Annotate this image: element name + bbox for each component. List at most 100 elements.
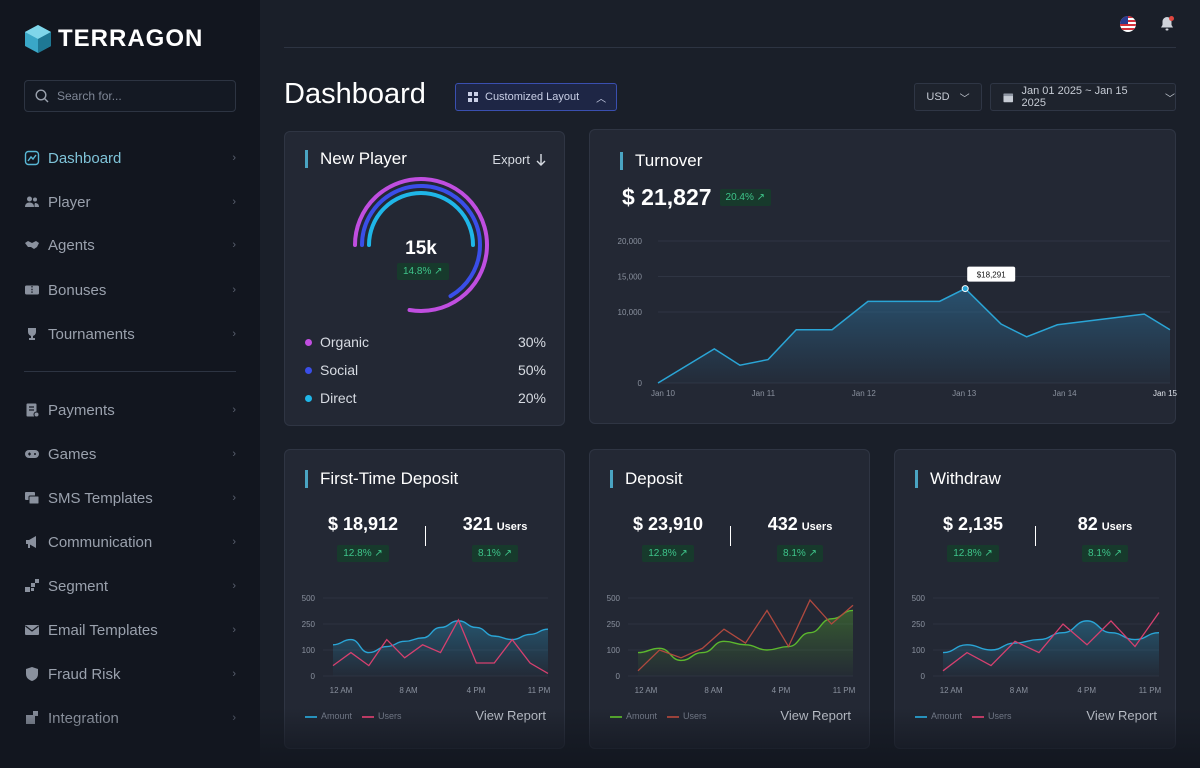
legend-value: 20% bbox=[517, 390, 546, 406]
ftd-amount-stat: $ 18,912 12.8% ↗ bbox=[308, 514, 418, 562]
ticket-icon bbox=[24, 282, 40, 298]
amount-area bbox=[333, 620, 548, 676]
sidebar-item-label: Fraud Risk bbox=[48, 665, 121, 683]
sidebar-item-communication[interactable]: Communication › bbox=[24, 530, 236, 554]
chart-legend: Amount Users bbox=[610, 711, 707, 721]
notification-bell-icon[interactable] bbox=[1158, 15, 1176, 33]
deposit-amount-change: 12.8% ↗ bbox=[642, 545, 694, 562]
us-flag-icon[interactable] bbox=[1120, 16, 1136, 32]
chevron-right-icon: › bbox=[232, 404, 236, 416]
card-title: First-Time Deposit bbox=[305, 470, 458, 488]
y-tick-label: 0 bbox=[616, 672, 621, 681]
chart-legend: Amount Users bbox=[915, 711, 1012, 721]
sidebar-item-dashboard[interactable]: Dashboard › bbox=[24, 146, 236, 170]
chevron-right-icon: › bbox=[232, 284, 236, 296]
sidebar-item-agents[interactable]: Agents › bbox=[24, 233, 236, 257]
view-report-link[interactable]: View Report bbox=[475, 708, 546, 723]
ftd-users-stat: 321 Users 8.1% ↗ bbox=[440, 514, 550, 562]
withdraw-users-stat: 82 Users 8.1% ↗ bbox=[1050, 514, 1160, 562]
legend-organic: Organic 30% bbox=[305, 334, 546, 350]
sidebar-item-fraud-risk[interactable]: Fraud Risk › bbox=[24, 662, 236, 686]
chevron-right-icon: › bbox=[232, 492, 236, 504]
y-tick-label: 100 bbox=[607, 646, 621, 655]
view-report-link[interactable]: View Report bbox=[1086, 708, 1157, 723]
sidebar-item-label: Dashboard bbox=[48, 149, 122, 167]
x-tick-label: Jan 10 bbox=[651, 389, 676, 398]
x-tick-label: Jan 14 bbox=[1053, 389, 1078, 398]
legend-value: 50% bbox=[517, 362, 546, 378]
y-tick-label: 10,000 bbox=[618, 308, 643, 317]
sidebar-item-player[interactable]: Player › bbox=[24, 190, 236, 214]
sidebar-item-tournaments[interactable]: Tournaments › bbox=[24, 322, 236, 346]
turnover-card: Turnover $ 21,827 20.4% ↗ 0 10,000 15,000 2… bbox=[589, 129, 1177, 424]
withdraw-users-change: 8.1% ↗ bbox=[1082, 545, 1128, 562]
handshake-icon bbox=[24, 237, 40, 253]
sidebar-item-bonuses[interactable]: Bonuses › bbox=[24, 278, 236, 302]
chevron-right-icon: › bbox=[232, 536, 236, 548]
sidebar: TERRAGON Dashboard › Player › Agents › B… bbox=[0, 0, 260, 768]
chart-icon bbox=[24, 150, 40, 166]
search-input[interactable] bbox=[57, 89, 217, 103]
gamepad-icon bbox=[24, 446, 40, 462]
currency-select[interactable]: USD ﹀ bbox=[914, 83, 982, 111]
card-title: Deposit bbox=[610, 470, 683, 488]
export-button[interactable]: Export bbox=[492, 152, 546, 167]
turnover-peak-point bbox=[961, 285, 969, 293]
legend-users: Users bbox=[972, 711, 1012, 721]
deposit-card: Deposit $ 23,910 12.8% ↗ 432 Users 8.1% ↗… bbox=[589, 449, 870, 749]
chevron-right-icon: › bbox=[232, 624, 236, 636]
x-tick-label: 4 PM bbox=[1077, 686, 1096, 695]
grid-icon bbox=[468, 92, 478, 102]
x-tick-label: 12 AM bbox=[940, 686, 963, 695]
view-report-link[interactable]: View Report bbox=[780, 708, 851, 723]
sidebar-item-label: Integration bbox=[48, 709, 119, 727]
y-tick-label: 100 bbox=[912, 646, 926, 655]
currency-value: USD bbox=[926, 91, 950, 103]
stat-separator bbox=[730, 526, 731, 546]
sidebar-item-segment[interactable]: Segment › bbox=[24, 574, 236, 598]
legend-direct: Direct 20% bbox=[305, 390, 546, 406]
sidebar-item-integration[interactable]: Integration › bbox=[24, 706, 236, 730]
legend-dot bbox=[305, 366, 312, 374]
date-range-picker[interactable]: Jan 01 2025 ~ Jan 15 2025 ﹀ bbox=[990, 83, 1176, 111]
legend-amount: Amount bbox=[305, 711, 352, 721]
amount-area bbox=[943, 620, 1159, 676]
card-title: Withdraw bbox=[915, 470, 1001, 488]
sidebar-item-sms-templates[interactable]: SMS Templates › bbox=[24, 486, 236, 510]
legend-value: 30% bbox=[517, 334, 546, 350]
y-tick-label: 20,000 bbox=[618, 237, 643, 246]
stat-separator bbox=[425, 526, 426, 546]
chevron-up-icon: ︿ bbox=[596, 93, 607, 105]
legend-label: Direct bbox=[320, 390, 357, 406]
export-label: Export bbox=[492, 152, 530, 167]
legend-users: Users bbox=[667, 711, 707, 721]
chevron-right-icon: › bbox=[232, 668, 236, 680]
sidebar-item-email-templates[interactable]: Email Templates › bbox=[24, 618, 236, 642]
brand-logo[interactable]: TERRAGON bbox=[24, 24, 203, 54]
withdraw-users-label: Users bbox=[1101, 521, 1133, 533]
deposit-amount-stat: $ 23,910 12.8% ↗ bbox=[613, 514, 723, 562]
deposit-users-change: 8.1% ↗ bbox=[777, 545, 823, 562]
chevron-right-icon: › bbox=[232, 328, 236, 340]
ftd-users-value: 321 bbox=[462, 514, 493, 534]
ftd-users-change: 8.1% ↗ bbox=[472, 545, 518, 562]
sidebar-item-games[interactable]: Games › bbox=[24, 442, 236, 466]
sidebar-item-label: Games bbox=[48, 445, 97, 463]
chart-legend: Amount Users bbox=[305, 711, 402, 721]
sidebar-item-label: Payments bbox=[48, 401, 115, 419]
customized-layout-button[interactable]: Customized Layout ︿ bbox=[455, 83, 617, 111]
sidebar-item-label: Segment bbox=[48, 577, 109, 595]
stat-separator bbox=[1035, 526, 1036, 546]
card-title: New Player bbox=[305, 150, 407, 168]
sidebar-item-payments[interactable]: Payments › bbox=[24, 398, 236, 422]
legend-label: Social bbox=[320, 362, 359, 378]
chat-icon bbox=[24, 490, 40, 506]
y-tick-label: 500 bbox=[912, 594, 926, 603]
legend-users: Users bbox=[362, 711, 402, 721]
x-tick-label: 4 PM bbox=[772, 686, 791, 695]
card-title: Turnover bbox=[620, 152, 702, 170]
sidebar-search[interactable] bbox=[24, 80, 236, 112]
ftd-chart: 0 100 250 500 12 AM 8 AM 4 PM 11 PM bbox=[302, 594, 551, 695]
sidebar-divider bbox=[24, 371, 236, 372]
users-icon bbox=[24, 194, 40, 210]
